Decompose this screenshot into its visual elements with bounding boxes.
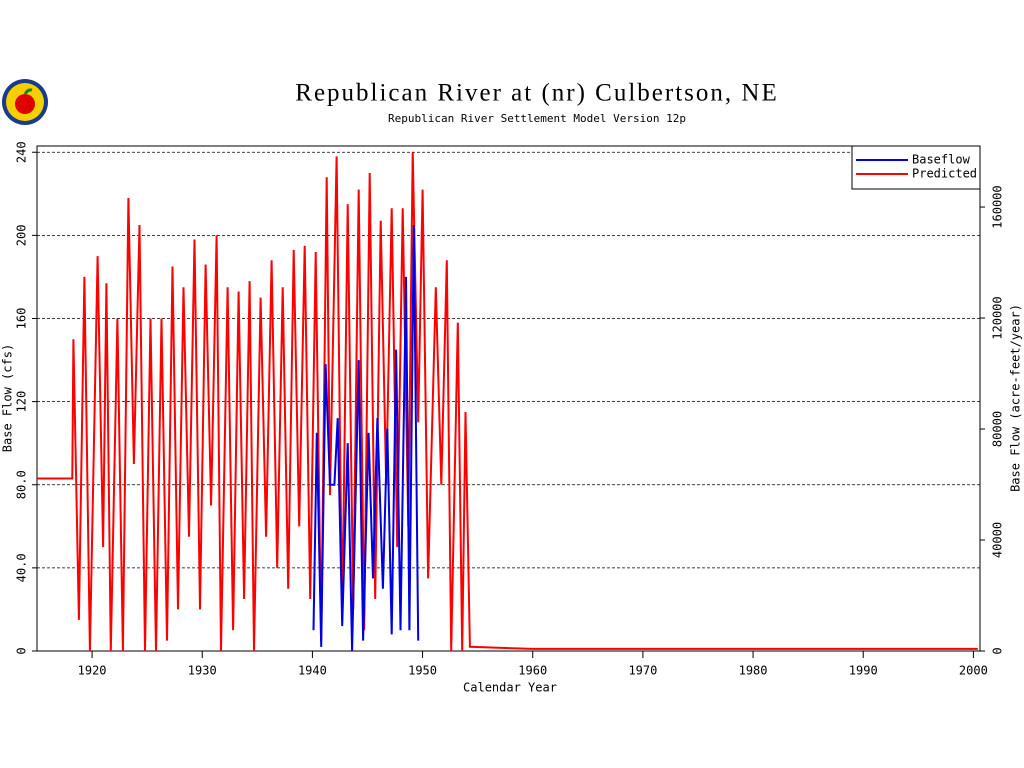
x-tick-label: 1940 bbox=[298, 664, 327, 678]
x-tick-label: 1960 bbox=[518, 664, 547, 678]
y-tick-label: 40.0 bbox=[15, 553, 29, 582]
y-tick-label: 160 bbox=[15, 308, 29, 330]
logo bbox=[2, 79, 48, 125]
x-tick-label: 1980 bbox=[739, 664, 768, 678]
y2-axis-label: Base Flow (acre-feet/year) bbox=[1009, 304, 1023, 492]
chart-title: Republican River at (nr) Culbertson, NE bbox=[295, 80, 778, 107]
y2-tick-label: 120000 bbox=[991, 296, 1005, 339]
legend-label: Baseflow bbox=[912, 153, 971, 167]
y2-tick-label: 80000 bbox=[991, 411, 1005, 447]
legend-box bbox=[851, 145, 981, 190]
x-tick-label: 1920 bbox=[78, 664, 107, 678]
y-axis-label: Base Flow (cfs) bbox=[1, 344, 15, 452]
x-tick-label: 1990 bbox=[849, 664, 878, 678]
y-tick-label: 240 bbox=[15, 141, 29, 163]
x-tick-label: 1950 bbox=[408, 664, 437, 678]
y2-tick-label: 160000 bbox=[991, 185, 1005, 228]
x-tick-label: 1970 bbox=[628, 664, 657, 678]
x-tick-label: 1930 bbox=[188, 664, 217, 678]
y2-tick-label: 40000 bbox=[991, 522, 1005, 558]
series-line bbox=[37, 152, 978, 652]
legend-label: Predicted bbox=[912, 167, 977, 181]
x-axis-label: Calendar Year bbox=[463, 681, 557, 695]
y-tick-label: 80.0 bbox=[15, 470, 29, 499]
y-tick-label: 120 bbox=[15, 391, 29, 413]
y-tick-label: 200 bbox=[15, 225, 29, 247]
y-tick-label: 0 bbox=[15, 647, 29, 654]
y2-tick-label: 0 bbox=[991, 647, 1005, 654]
series-line bbox=[312, 224, 420, 652]
chart-subtitle: Republican River Settlement Model Versio… bbox=[388, 112, 686, 125]
x-tick-label: 2000 bbox=[959, 664, 988, 678]
